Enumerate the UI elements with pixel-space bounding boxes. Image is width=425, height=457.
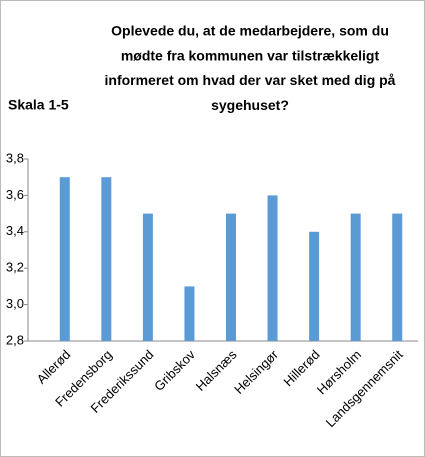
bar	[101, 177, 112, 341]
chart-title: informeret om hvad der var sket med dig …	[105, 72, 396, 88]
bar	[392, 213, 403, 341]
y-tick-label: 3,2	[6, 260, 24, 275]
y-tick-label: 2,8	[6, 332, 24, 347]
y-tick-label: 3,8	[6, 150, 24, 165]
bar	[309, 231, 320, 341]
chart-title: sygehuset?	[211, 97, 289, 113]
bar	[59, 177, 70, 341]
y-tick-label: 3,6	[6, 187, 24, 202]
bar	[142, 213, 153, 341]
y-axis-label: Skala 1-5	[8, 97, 69, 113]
bar	[226, 213, 236, 341]
bar	[267, 195, 278, 341]
y-tick-label: 3,4	[6, 223, 24, 238]
bar	[184, 286, 195, 341]
chart-title: Oplevede du, at de medarbejdere, som du	[111, 23, 389, 39]
y-tick-label: 3,0	[6, 296, 24, 311]
bar	[350, 213, 361, 341]
chart-title: mødte fra kommunen var tilstrækkeligt	[121, 47, 380, 63]
